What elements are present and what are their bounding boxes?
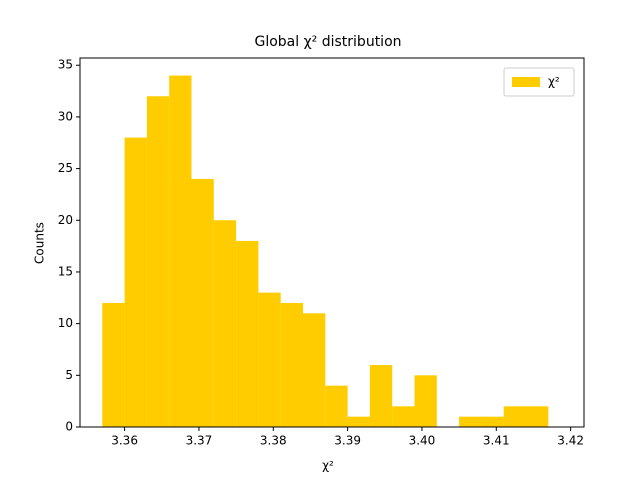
y-tick-label: 15	[58, 264, 73, 278]
x-tick-label: 3.37	[186, 434, 213, 448]
bar	[481, 416, 504, 427]
chart-title: Global χ² distribution	[254, 34, 401, 50]
bar	[369, 364, 393, 427]
x-tick-label: 3.38	[260, 434, 287, 448]
bar	[169, 75, 192, 428]
bar	[459, 416, 482, 427]
bar	[347, 416, 370, 427]
bar	[325, 385, 348, 427]
bar	[124, 137, 147, 427]
bar	[146, 96, 170, 427]
legend-label: χ²	[548, 75, 560, 89]
bar	[213, 220, 237, 427]
bar	[526, 406, 549, 427]
y-tick-label: 25	[58, 161, 73, 175]
y-tick-label: 10	[58, 316, 73, 330]
bar	[258, 292, 281, 427]
y-tick-label: 5	[65, 368, 73, 382]
plot-frame	[79, 57, 585, 428]
bar	[303, 313, 326, 427]
bar	[414, 375, 437, 427]
bar	[236, 240, 259, 427]
x-tick-label: 3.40	[409, 434, 436, 448]
y-tick-label: 20	[58, 213, 73, 227]
bar	[280, 302, 304, 427]
x-axis-label: χ²	[322, 459, 334, 473]
bar	[392, 406, 415, 427]
bar	[102, 302, 125, 427]
legend-swatch	[512, 77, 540, 87]
x-tick-label: 3.36	[111, 434, 138, 448]
y-tick-label: 30	[58, 109, 73, 123]
y-axis-label: Counts	[33, 222, 47, 264]
x-tick-label: 3.39	[334, 434, 361, 448]
bar	[191, 178, 214, 427]
bar	[503, 406, 527, 427]
x-tick-label: 3.41	[483, 434, 510, 448]
y-tick-label: 35	[58, 58, 73, 72]
x-tick-label: 3.42	[557, 434, 584, 448]
y-tick-label: 0	[65, 420, 73, 434]
